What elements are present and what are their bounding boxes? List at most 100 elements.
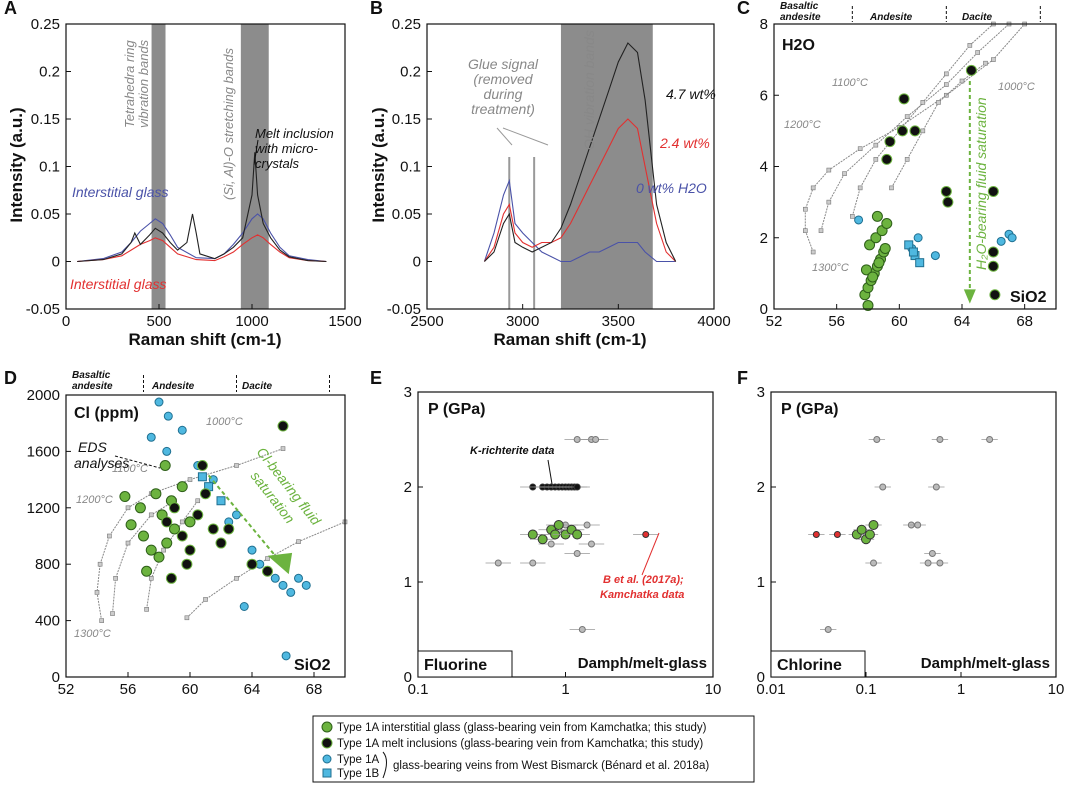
data-point [868,520,879,530]
isotherm-point [187,477,193,482]
data-point [928,550,936,557]
inner-x-label: SiO2 [1010,289,1047,306]
point-melt [987,246,999,258]
isotherm-point [184,615,190,621]
isotherm-point [94,590,100,595]
point-green [134,502,146,514]
panel-letter: A [4,0,17,18]
x-tick-label: 10 [1048,681,1065,698]
panel-letter: E [370,368,382,388]
rock-label: andesite [72,381,113,392]
isotherm-curve [891,62,986,189]
point-green [184,516,196,528]
axes-frame [770,391,1057,678]
annotation-glue: treatment) [471,101,535,117]
isotherm-point [161,547,166,553]
data-point [936,559,944,567]
isotherm-label: 1000°C [206,416,243,428]
point-melt [881,153,893,165]
point-blue-square [216,496,226,506]
x-tick-label: 64 [954,313,971,330]
point-melt [169,502,180,514]
isotherm-curve [820,23,1010,231]
y-tick-label: 3 [404,384,412,401]
label-interstitial-blue: Interstitial glass [72,184,168,200]
saturation-arrow [207,474,281,563]
data-point [592,436,600,443]
point-blue-square [197,472,207,482]
x-tick-label: 0.1 [408,681,429,698]
data-point [879,483,887,491]
data-point [873,436,881,443]
point-blue [177,425,187,435]
point-melt [207,523,219,535]
panel-letter: C [737,0,750,18]
annotation-band-b: (Si, Al)-O stretching bands [221,48,236,200]
point-blue-square [904,240,914,250]
point-blue [913,233,923,243]
isotherm-point [148,575,154,581]
band-region [560,24,653,309]
y-tick-label: 2 [757,479,765,496]
isotherm-point [203,597,208,602]
annotation-b-et-al: B et al. (2017a); [603,574,684,586]
isotherm-point [234,575,239,581]
band-region [240,24,269,309]
annotation-melt: Melt inclusion [255,126,334,141]
legend: Type 1A interstitial glass (glass-bearin… [312,715,755,783]
annotation-leader [253,139,259,166]
point-green [145,544,157,556]
data-point [914,521,922,529]
isotherm-point [936,100,941,105]
y-tick-label: 1200 [27,500,60,517]
point-green [161,537,173,549]
isotherm-point [195,498,201,504]
point-melt [246,558,258,570]
y-tick-label: 0.25 [392,16,421,33]
point-blue [232,510,241,520]
y-tick-label: 4 [760,159,768,176]
point-melt [161,516,173,528]
axes-frame [65,394,346,678]
legend-swatch-blue [322,754,332,764]
data-point [578,626,586,633]
arrow-head [963,289,976,304]
rock-label: Dacite [962,12,992,23]
x-axis-label: Raman shift (cm-1) [128,330,281,349]
data-point [932,483,940,491]
y-tick-label: 400 [35,613,60,630]
point-green [153,551,165,563]
point-blue [294,573,303,583]
point-melt [884,136,896,148]
label-2-4: 2.4 wt% [659,135,710,151]
y-tick-label: 0 [757,669,765,686]
inner-y-label: P (GPa) [781,401,839,418]
y-tick-label: 0.2 [400,64,421,81]
isotherm-point [803,228,808,233]
panel-b: 2500 3000 3500 4000 -0.05 0 0.05 0.1 0.15 0.2 0.25… [369,0,731,349]
inner-y-label: P (GPa) [428,401,486,418]
annotation-oh: OH vibration bands [581,30,597,150]
legend-swatch-square [322,768,332,778]
isotherm-point [975,50,980,55]
isotherm-point [144,607,149,612]
point-blue [162,446,172,456]
point-blue [286,587,296,597]
inner-y-label: Cl (ppm) [74,405,139,422]
data-point [573,550,581,557]
data-point [494,559,502,567]
point-green [862,299,874,311]
y-tick-label: 0 [52,669,60,686]
inner-x-label: SiO2 [294,657,331,674]
legend-swatch-green [321,721,333,733]
x-tick-label: 1500 [328,313,361,330]
legend-item: Type 1A melt inclusions (glass-bearing v… [337,738,703,750]
isotherm-point [803,206,808,212]
y-tick-label: 0.1 [39,159,60,176]
data-point [870,559,878,567]
isotherm-point [904,157,910,162]
x-tick-label: 60 [891,313,908,330]
rock-label: Basaltic [72,370,111,381]
point-green [871,210,883,222]
